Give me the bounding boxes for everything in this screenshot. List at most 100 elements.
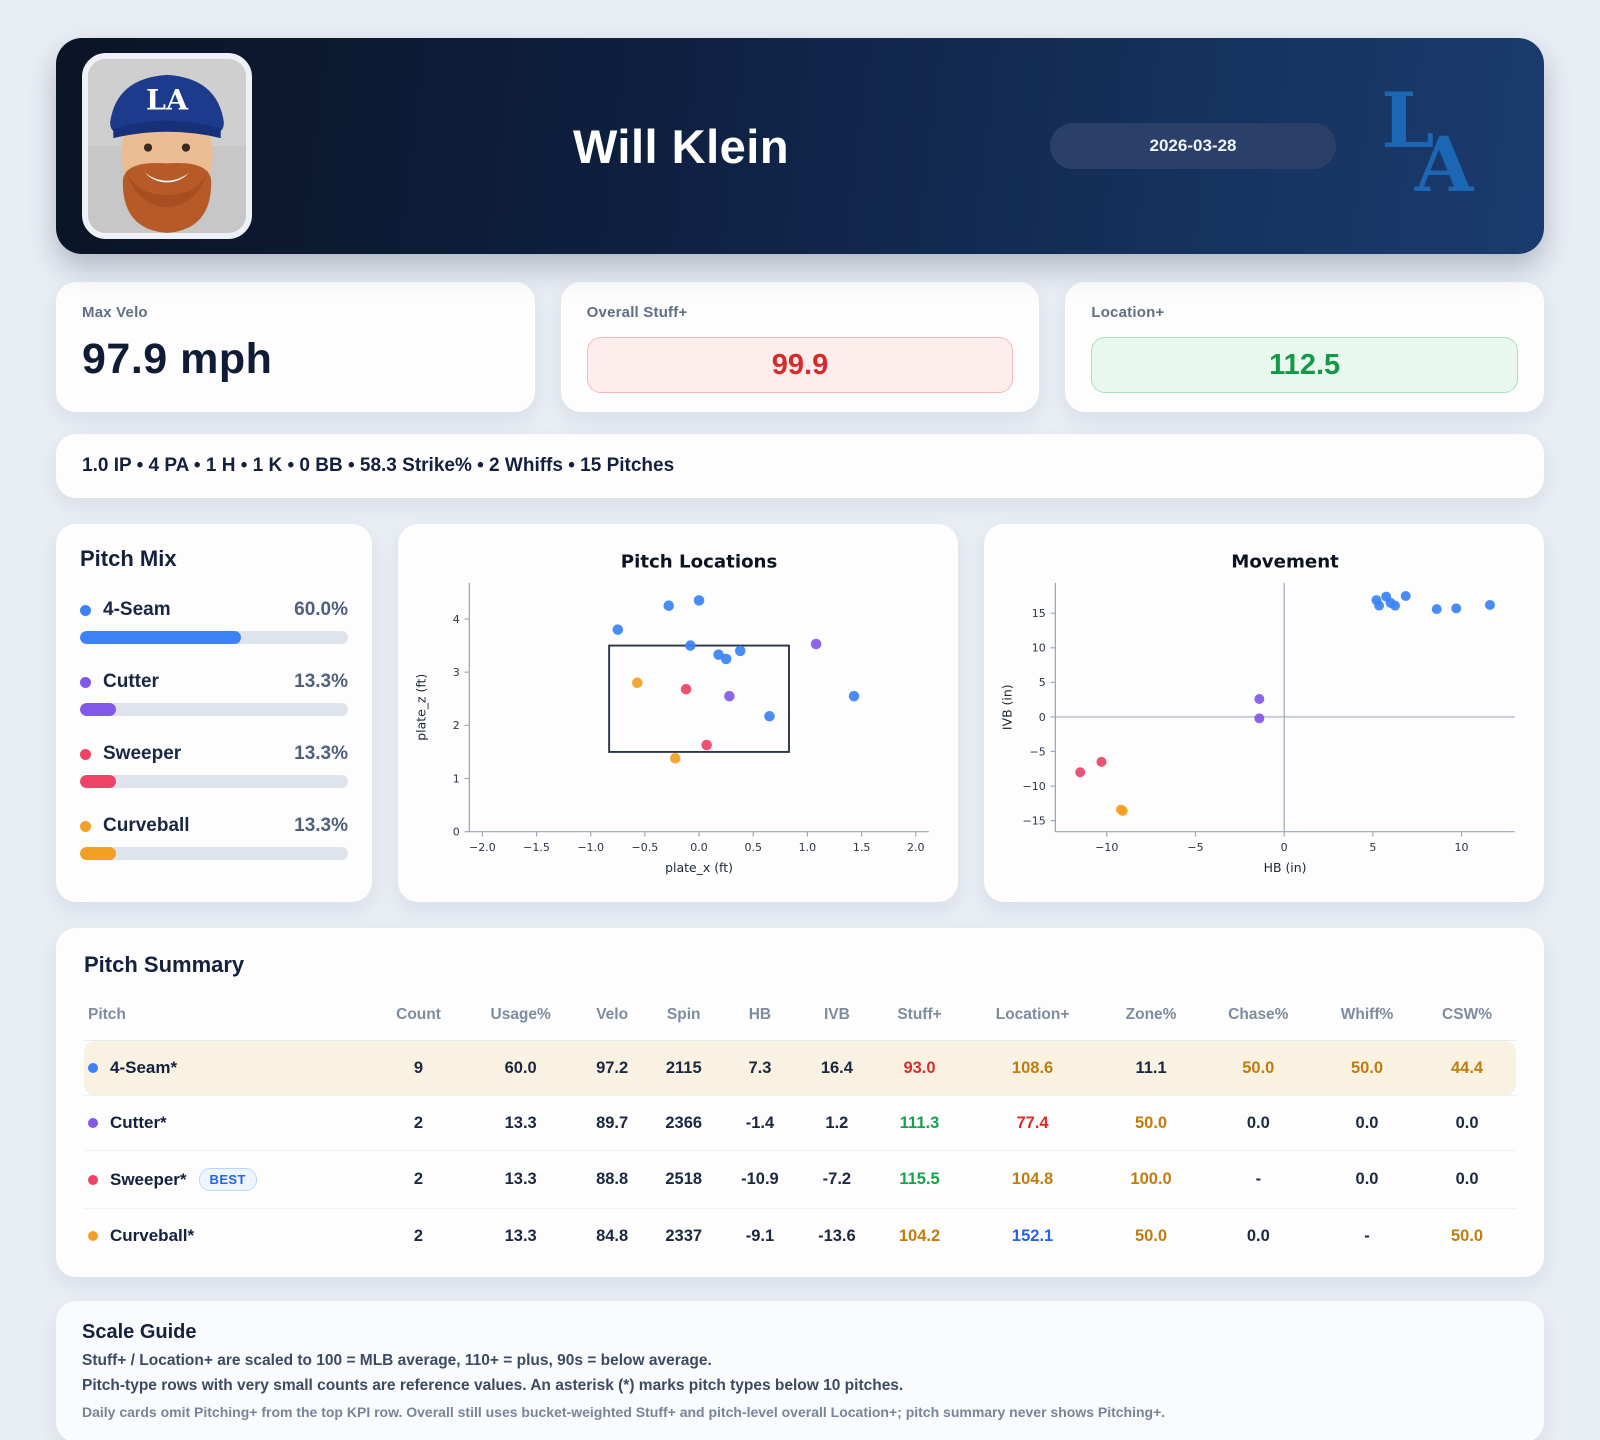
svg-text:1.5: 1.5 (853, 841, 871, 854)
stat-cell: -1.4 (721, 1095, 799, 1151)
scale-guide-line: Pitch-type rows with very small counts a… (82, 1377, 904, 1394)
svg-text:15: 15 (1032, 607, 1046, 620)
stat-cell: 50.0 (1200, 1040, 1316, 1096)
pitch-mix-title: Pitch Mix (80, 546, 177, 571)
stat-cell: -10.9 (721, 1150, 799, 1209)
pitch-summary-panel: Pitch Summary Pitch Count Usage% Velo Spin HB… (56, 928, 1544, 1277)
stat-cell: 9 (374, 1040, 464, 1096)
svg-text:L: L (1382, 82, 1434, 165)
pitch-color-dot (80, 820, 91, 832)
svg-text:0: 0 (1281, 841, 1288, 854)
svg-text:Pitch Locations: Pitch Locations (621, 552, 778, 573)
pitch-name: Curveball* (110, 1226, 195, 1245)
stat-cell: 1.2 (798, 1095, 876, 1151)
stat-cell: 50.0 (1101, 1208, 1201, 1263)
svg-text:−0.5: −0.5 (632, 841, 659, 854)
stat-cell: 104.2 (875, 1208, 964, 1263)
pitch-summary-table: Pitch Count Usage% Velo Spin HB IVB Stuff+ Locat… (84, 992, 1516, 1263)
table-row: Sweeper* BEST 2 13.3 88.8 2518 -10.9 -7.2 115.5 1… (84, 1150, 1516, 1209)
usage-bar-track (80, 703, 348, 716)
svg-text:−5: −5 (1030, 745, 1046, 758)
usage-bar-fill (80, 631, 241, 644)
stat-cell: 115.5 (875, 1150, 964, 1209)
usage-bar-track (80, 775, 348, 788)
player-photo-illustration: LA (88, 59, 246, 233)
stat-cell: 50.0 (1315, 1040, 1419, 1096)
column-header: IVB (798, 992, 876, 1041)
column-header: Usage% (463, 992, 579, 1041)
player-name: Will Klein (572, 119, 790, 173)
pitch-mix-item: Sweeper 13.3% (80, 743, 348, 788)
pitch-color-dot (80, 676, 91, 688)
stat-cell: - (1315, 1208, 1419, 1263)
stat-cell: 0.0 (1418, 1150, 1516, 1209)
pitch-color-dot (88, 1063, 98, 1073)
svg-text:10: 10 (1455, 841, 1469, 854)
pitch-usage-pct: 60.0% (294, 599, 348, 620)
stat-cell: 88.8 (578, 1150, 646, 1209)
pitch-name-cell: Sweeper* BEST (84, 1150, 374, 1209)
stat-cell: - (1200, 1150, 1316, 1209)
column-header: Stuff+ (875, 992, 964, 1041)
kpi-value: 97.9 mph (82, 335, 273, 383)
column-header: Whiff% (1315, 992, 1419, 1041)
pitch-usage-pct: 13.3% (294, 743, 348, 764)
column-header: Zone% (1101, 992, 1201, 1041)
pitch-name: Curveball (103, 815, 190, 836)
usage-bar-track (80, 847, 348, 860)
usage-bar-fill (80, 703, 116, 716)
kpi-label: Max Velo (82, 304, 148, 321)
stat-cell: -7.2 (798, 1150, 876, 1209)
stat-cell: 2 (374, 1095, 464, 1151)
svg-text:2.0: 2.0 (907, 841, 925, 854)
column-header: HB (721, 992, 799, 1041)
pitch-name: Cutter* (110, 1113, 167, 1132)
stat-cell: 13.3 (463, 1208, 579, 1263)
stat-cell: 152.1 (963, 1208, 1102, 1263)
kpi-row: Max Velo 97.9 mph Overall Stuff+ 99.9 Lo… (56, 282, 1544, 412)
stat-cell: 2518 (646, 1150, 722, 1209)
header: LA Will Klein 2026-03-28 L A (56, 38, 1544, 254)
svg-text:−10: −10 (1023, 780, 1046, 793)
svg-text:−15: −15 (1023, 814, 1046, 827)
player-photo: LA (82, 53, 252, 239)
svg-text:−2.0: −2.0 (469, 841, 496, 854)
pitch-color-dot (88, 1231, 98, 1241)
stat-cell: 13.3 (463, 1095, 579, 1151)
svg-text:0: 0 (1039, 711, 1046, 724)
kpi-value-badge: 99.9 (586, 337, 1014, 393)
stat-cell: 2115 (646, 1040, 722, 1096)
svg-text:IVB (in): IVB (in) (999, 684, 1014, 730)
kpi-max-velo: Max Velo 97.9 mph (56, 282, 535, 412)
svg-text:0.0: 0.0 (690, 841, 708, 854)
scale-guide-panel: Scale Guide Stuff+ / Location+ are scale… (56, 1301, 1544, 1440)
column-header: Location+ (963, 992, 1102, 1041)
svg-text:3: 3 (453, 666, 460, 679)
svg-text:2: 2 (453, 719, 460, 732)
pitch-name-cell: Curveball* (84, 1208, 374, 1263)
pitch-color-dot (80, 748, 91, 760)
table-row: 4-Seam* 9 60.0 97.2 2115 7.3 16.4 93.0 108.6 11.1… (84, 1040, 1516, 1096)
svg-text:−1.0: −1.0 (577, 841, 604, 854)
stat-cell: 111.3 (875, 1095, 964, 1151)
pitch-locations-chart: Pitch Locations −2.0 −1.5 −1.0 −0.5 0.0 0.5 1.0… (413, 552, 929, 875)
svg-text:0: 0 (453, 826, 460, 839)
pitch-color-dot (88, 1118, 98, 1128)
stat-cell: 108.6 (963, 1040, 1102, 1096)
pitch-name: 4-Seam (103, 599, 171, 620)
svg-text:5: 5 (1369, 841, 1376, 854)
pitch-usage-pct: 13.3% (294, 815, 348, 836)
pitch-usage-pct: 13.3% (294, 671, 348, 692)
svg-text:4: 4 (453, 613, 460, 626)
svg-text:5: 5 (1039, 676, 1046, 689)
usage-bar-fill (80, 847, 116, 860)
column-header: Spin (646, 992, 722, 1041)
pitch-locations-panel: Pitch Locations −2.0 −1.5 −1.0 −0.5 0.0 0.5 1.0… (398, 524, 958, 902)
stat-cell: 2 (374, 1208, 464, 1263)
team-logo-la-icon: L A (1381, 76, 1500, 210)
stat-cell: 93.0 (875, 1040, 964, 1096)
column-header: CSW% (1418, 992, 1516, 1041)
pitch-mix-item: Curveball 13.3% (80, 815, 348, 860)
stat-cell: 16.4 (798, 1040, 876, 1096)
